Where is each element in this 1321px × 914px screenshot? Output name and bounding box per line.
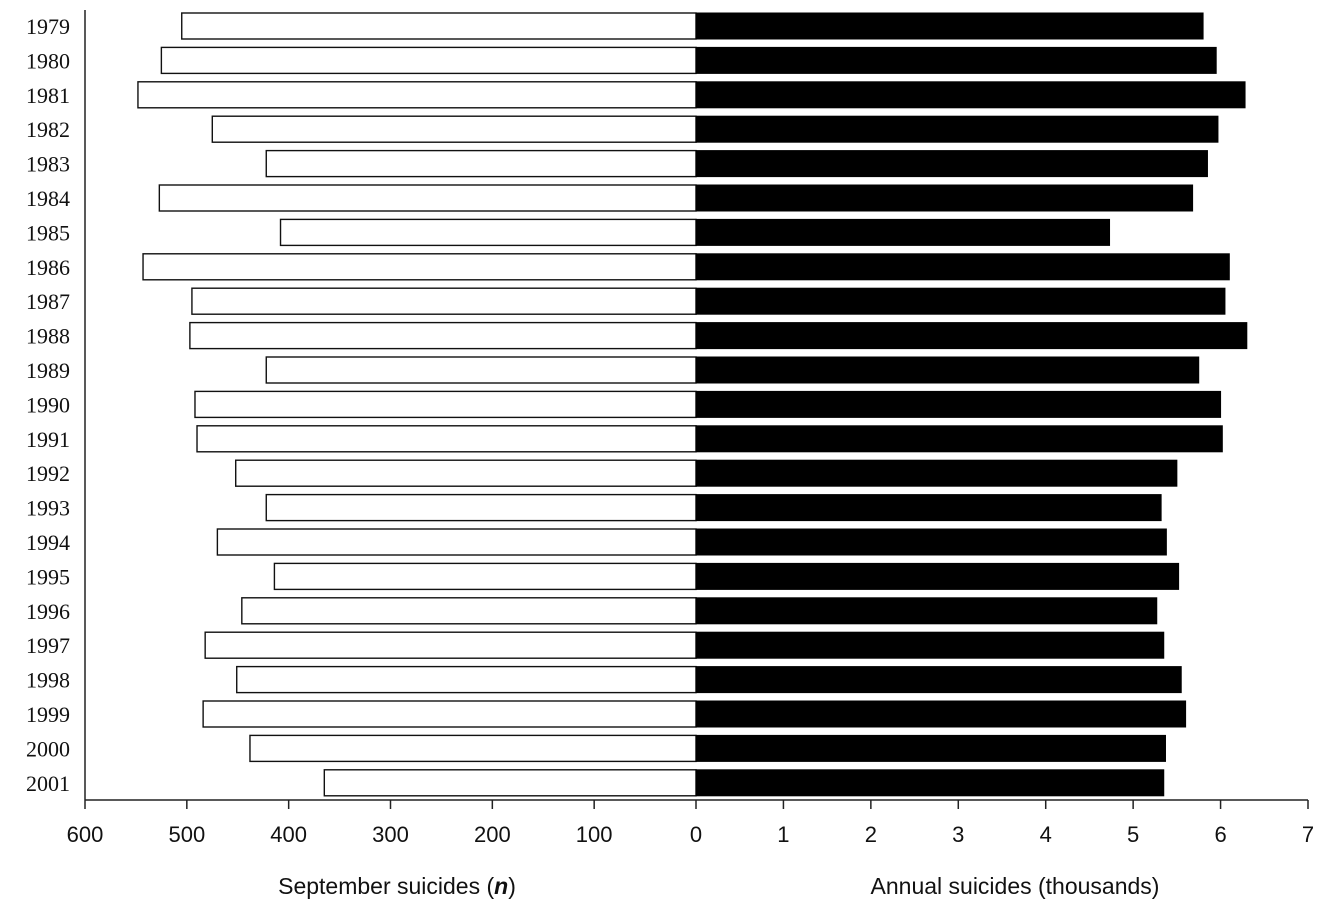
annual-bar-1987 — [695, 287, 1226, 315]
september-bar-1981 — [137, 81, 697, 109]
september-tick-label: 500 — [168, 822, 205, 847]
annual-tick-label: 6 — [1214, 822, 1226, 847]
september-tick-label: 600 — [67, 822, 104, 847]
september-bar-1988 — [189, 321, 697, 350]
annual-bar-1980 — [695, 46, 1217, 74]
annual-bar-1982 — [695, 115, 1219, 143]
year-label-1990: 1990 — [26, 392, 70, 417]
annual-bar-1995 — [695, 562, 1180, 590]
september-axis-ticks: 600 500 400 300 200 100 0 — [67, 800, 702, 847]
september-tick-label: 400 — [270, 822, 307, 847]
year-label-1989: 1989 — [26, 358, 70, 383]
annual-bar-1985 — [695, 218, 1111, 246]
annual-bar-1984 — [695, 184, 1194, 212]
year-label-1992: 1992 — [26, 461, 70, 486]
annual-tick-label: 1 — [777, 822, 789, 847]
year-label-1999: 1999 — [26, 702, 70, 727]
september-bar-1980 — [160, 46, 697, 75]
annual-tick-label: 5 — [1127, 822, 1139, 847]
september-tick-label: 200 — [474, 822, 511, 847]
annual-tick-label: 3 — [952, 822, 964, 847]
annual-bar-1997 — [695, 631, 1165, 659]
september-bar-1987 — [191, 287, 697, 315]
annual-tick-label: 4 — [1040, 822, 1052, 847]
year-label-1986: 1986 — [26, 255, 70, 280]
year-label-1996: 1996 — [26, 599, 70, 624]
september-axis-title-italic: n — [494, 873, 508, 899]
annual-bar-1993 — [695, 494, 1162, 522]
september-bar-1982 — [211, 115, 697, 143]
year-label-1987: 1987 — [26, 289, 70, 314]
september-tick-label: 100 — [576, 822, 613, 847]
year-label-1995: 1995 — [26, 564, 70, 589]
annual-bar-1999 — [695, 700, 1187, 728]
annual-bar-2001 — [695, 769, 1165, 797]
september-bar-1990 — [194, 390, 697, 419]
annual-bars-group — [695, 12, 1248, 797]
annual-bar-2000 — [695, 734, 1166, 762]
september-bar-1986 — [142, 253, 697, 281]
september-bar-1993 — [265, 493, 697, 522]
september-bar-1979 — [181, 12, 697, 40]
annual-tick-label: 2 — [865, 822, 877, 847]
september-bar-1991 — [196, 425, 697, 453]
september-bar-1992 — [235, 459, 697, 487]
annual-axis-title: Annual suicides (thousands) — [871, 873, 1160, 899]
september-axis-title-end: ) — [508, 873, 516, 899]
september-axis-title-main: September suicides ( — [278, 873, 494, 899]
september-bar-1983 — [265, 149, 697, 178]
annual-bar-1986 — [695, 253, 1230, 281]
year-label-2000: 2000 — [26, 736, 70, 761]
annual-bar-1996 — [695, 597, 1158, 625]
annual-bar-1983 — [695, 150, 1208, 178]
september-bar-1995 — [273, 562, 697, 591]
annual-bar-1992 — [695, 459, 1178, 487]
year-label-1988: 1988 — [26, 324, 70, 349]
year-label-2001: 2001 — [26, 771, 70, 796]
september-bar-1989 — [265, 356, 697, 384]
annual-bar-1990 — [695, 390, 1222, 418]
year-label-1981: 1981 — [26, 83, 70, 108]
year-label-1991: 1991 — [26, 427, 70, 452]
september-bar-1984 — [158, 184, 697, 212]
annual-bar-1998 — [695, 666, 1182, 694]
september-bar-1998 — [236, 665, 697, 694]
year-label-1980: 1980 — [26, 48, 70, 73]
year-label-1997: 1997 — [26, 633, 70, 658]
annual-bar-1989 — [695, 356, 1200, 384]
year-label-1983: 1983 — [26, 152, 70, 177]
year-label-1994: 1994 — [26, 530, 70, 555]
year-label-1993: 1993 — [26, 496, 70, 521]
year-label-1985: 1985 — [26, 220, 70, 245]
year-labels-group: 1979 1980 1981 1982 1983 1984 1985 1986 1987 1988… — [26, 14, 70, 796]
annual-axis-ticks: 1 2 3 4 5 6 7 — [777, 800, 1314, 847]
year-label-1979: 1979 — [26, 14, 70, 39]
year-label-1998: 1998 — [26, 668, 70, 693]
september-bar-1996 — [241, 597, 697, 625]
annual-bar-1991 — [695, 425, 1223, 453]
september-bars-group — [137, 12, 697, 797]
annual-tick-label: 7 — [1302, 822, 1314, 847]
september-bar-1985 — [279, 218, 697, 247]
annual-bar-1994 — [695, 528, 1167, 556]
september-axis-title: September suicides (n) — [278, 873, 516, 899]
september-tick-label: 0 — [690, 822, 702, 847]
annual-bar-1981 — [695, 81, 1246, 109]
september-bar-1997 — [204, 631, 697, 659]
september-bar-2000 — [249, 734, 697, 763]
september-bar-2001 — [323, 769, 697, 797]
september-tick-label: 300 — [372, 822, 409, 847]
annual-bar-1979 — [695, 12, 1204, 40]
september-bar-1999 — [202, 700, 697, 728]
annual-bar-1988 — [695, 322, 1248, 350]
year-label-1984: 1984 — [26, 186, 70, 211]
year-label-1982: 1982 — [26, 117, 70, 142]
september-bar-1994 — [216, 528, 697, 556]
